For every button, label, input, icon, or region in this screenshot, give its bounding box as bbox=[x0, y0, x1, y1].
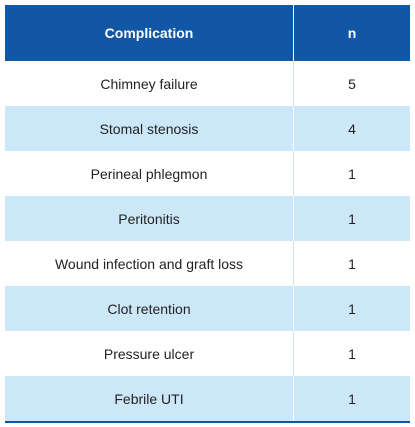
cell-n: 1 bbox=[293, 241, 410, 286]
cell-n: 1 bbox=[293, 151, 410, 196]
cell-complication: Stomal stenosis bbox=[99, 120, 199, 137]
complications-table: Complication n Chimney failure 5 Stomal … bbox=[5, 5, 410, 423]
cell-complication: Febrile UTI bbox=[114, 390, 184, 407]
header-complication: Complication bbox=[104, 25, 194, 41]
table-row: Stomal stenosis 4 bbox=[5, 106, 410, 151]
table-row: Febrile UTI 1 bbox=[5, 376, 410, 421]
table-bottom-rule bbox=[5, 421, 410, 423]
table-row: Clot retention 1 bbox=[5, 286, 410, 331]
cell-n: 1 bbox=[293, 196, 410, 241]
table-row: Wound infection and graft loss 1 bbox=[5, 241, 410, 286]
table-row: Peritonitis 1 bbox=[5, 196, 410, 241]
cell-n: 1 bbox=[293, 376, 410, 421]
cell-n: 4 bbox=[293, 106, 410, 151]
cell-n: 5 bbox=[293, 61, 410, 106]
cell-complication: Wound infection and graft loss bbox=[54, 255, 244, 272]
cell-n: 1 bbox=[293, 331, 410, 376]
table-row: Chimney failure 5 bbox=[5, 61, 410, 106]
cell-complication: Perineal phlegmon bbox=[90, 165, 208, 182]
header-n: n bbox=[293, 5, 410, 61]
cell-complication: Chimney failure bbox=[100, 75, 198, 92]
cell-complication: Peritonitis bbox=[118, 210, 180, 227]
table-row: Perineal phlegmon 1 bbox=[5, 151, 410, 196]
table-row: Pressure ulcer 1 bbox=[5, 331, 410, 376]
table-header-row: Complication n bbox=[5, 5, 410, 61]
cell-n: 1 bbox=[293, 286, 410, 331]
cell-complication: Clot retention bbox=[107, 300, 191, 317]
cell-complication: Pressure ulcer bbox=[103, 345, 195, 362]
